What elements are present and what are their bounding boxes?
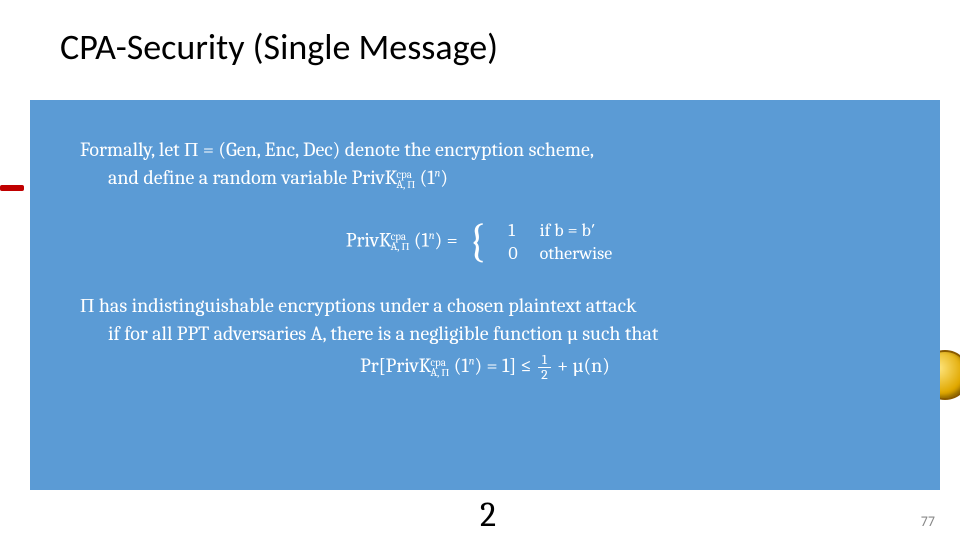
page-number: 77 [921, 513, 935, 530]
f-b: (1 [449, 354, 468, 377]
fraction: 12 [536, 353, 553, 382]
page-title: CPA-Security (Single Message) [60, 25, 498, 69]
f-d: + µ(n) [553, 354, 610, 377]
t5: ) [440, 166, 448, 189]
cases: 1 if b = b′ 0 otherwise [496, 218, 624, 266]
def-text-1b: and define a random variable PrivKcpaA, … [80, 166, 890, 190]
case2-val: 0 [498, 243, 527, 264]
supsub2: cpaA, Π [391, 232, 410, 252]
background-fraction: 2 [480, 495, 496, 535]
bound-formula: Pr[PrivKcpaA, Π (1n) = 1] ≤ 12 + µ(n) [80, 353, 890, 382]
supsub: cpaA, Π [396, 170, 415, 190]
supsub3: cpaA, Π [430, 358, 449, 378]
def-text-2b: if for all PPT adversaries A, there is a… [80, 322, 890, 345]
t3: (1 [415, 166, 434, 189]
red-fragment [0, 185, 24, 191]
f-a: Pr[PrivK [360, 354, 431, 377]
lhs-b: (1 [409, 228, 428, 251]
def-text-1: Formally, let Π = (Gen, Enc, Dec) denote… [80, 138, 890, 162]
brace-icon: { [462, 219, 492, 265]
case-row: 0 otherwise [498, 243, 622, 264]
case2-cond: otherwise [530, 243, 622, 264]
definition-box: Formally, let Π = (Gen, Enc, Dec) denote… [30, 100, 940, 490]
def-text-2a: Π has indistinguishable encryptions unde… [80, 294, 890, 318]
case1-val: 1 [498, 220, 527, 241]
privk-definition: PrivKcpaA, Π (1n) = { 1 if b = b′ 0 othe… [80, 218, 890, 266]
case-row: 1 if b = b′ [498, 220, 622, 241]
lhs-c: ) = [435, 228, 463, 251]
f-c: ) = 1] ≤ [474, 354, 536, 377]
t1: and define a random variable PrivK [108, 166, 397, 189]
lhs-a: PrivK [346, 228, 392, 251]
case1-cond: if b = b′ [530, 220, 622, 241]
